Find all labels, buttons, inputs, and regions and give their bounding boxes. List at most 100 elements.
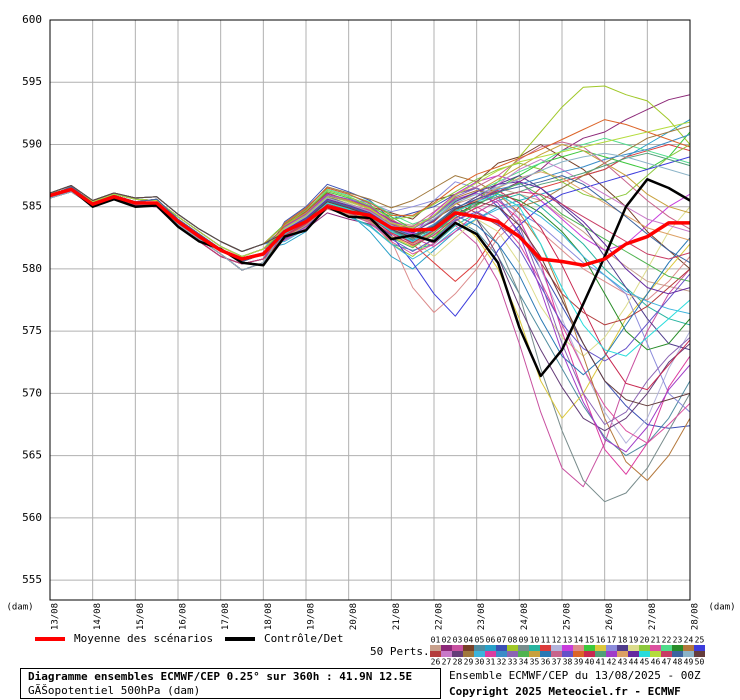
legend-swatch <box>441 645 452 651</box>
legend-label: Moyenne des scénarios <box>74 632 213 645</box>
legend-number: 08 <box>508 636 518 645</box>
legend-number: 14 <box>574 636 584 645</box>
chart-subtitle: GÃŠopotentiel 500hPa (dam) <box>28 684 200 697</box>
legend-number: 31 <box>486 658 496 667</box>
legend-swatch <box>573 651 584 657</box>
legend-swatch <box>606 651 617 657</box>
legend-number: 21 <box>651 636 661 645</box>
legend-swatch <box>694 651 705 657</box>
legend-swatch <box>661 651 672 657</box>
x-tick-label: 17/08 <box>221 603 231 630</box>
x-tick-label: 15/08 <box>136 603 146 630</box>
legend-number: 28 <box>453 658 463 667</box>
legend-number: 10 <box>530 636 540 645</box>
legend-swatch <box>650 651 661 657</box>
legend-swatch <box>694 645 705 651</box>
legend-number: 04 <box>464 636 474 645</box>
y-tick-label: 585 <box>22 200 42 213</box>
legend-number: 25 <box>695 636 705 645</box>
y-tick-label: 595 <box>22 75 42 88</box>
y-tick-label: 560 <box>22 511 42 524</box>
legend-swatch <box>463 651 474 657</box>
x-tick-label: 13/08 <box>51 603 61 630</box>
legend-swatch <box>496 651 507 657</box>
legend-number: 39 <box>574 658 584 667</box>
legend-number: 03 <box>453 636 463 645</box>
legend-swatch <box>507 651 518 657</box>
legend-swatch <box>595 645 606 651</box>
legend-swatch <box>672 645 683 651</box>
y-tick-label: 555 <box>22 573 42 586</box>
legend-swatch <box>584 645 595 651</box>
legend-number: 40 <box>585 658 595 667</box>
legend-number: 01 <box>431 636 441 645</box>
legend-swatch <box>518 645 529 651</box>
legend-swatch <box>617 651 628 657</box>
copyright: Copyright 2025 Meteociel.fr - ECMWF <box>449 685 681 698</box>
info-box <box>20 668 441 699</box>
legend-number: 15 <box>585 636 595 645</box>
legend-swatch <box>683 645 694 651</box>
legend-swatch <box>562 645 573 651</box>
legend-number: 06 <box>486 636 496 645</box>
x-tick-label: 20/08 <box>349 603 359 630</box>
legend-number: 24 <box>684 636 694 645</box>
y-tick-label: 575 <box>22 324 42 337</box>
legend-swatch <box>507 645 518 651</box>
legend-swatch <box>540 645 551 651</box>
legend-swatch <box>463 645 474 651</box>
legend-number: 02 <box>442 636 452 645</box>
legend-swatch <box>584 651 595 657</box>
legend-swatch <box>562 651 573 657</box>
legend-swatch <box>452 651 463 657</box>
x-tick-label: 22/08 <box>435 603 445 630</box>
x-tick-label: 23/08 <box>477 603 487 630</box>
x-tick-label: 27/08 <box>648 603 658 630</box>
legend-number: 16 <box>596 636 606 645</box>
x-tick-label: 18/08 <box>264 603 274 630</box>
y-tick-label: 590 <box>22 137 42 150</box>
y-tick-label: 570 <box>22 386 42 399</box>
y-tick-label: 600 <box>22 13 42 26</box>
perturbations-label: 50 Perts. <box>370 645 430 658</box>
chart-title: Diagramme ensembles ECMWF/CEP 0.25° sur … <box>28 670 412 683</box>
y-tick-label: 565 <box>22 449 42 462</box>
legend-number: 27 <box>442 658 452 667</box>
legend-swatch <box>683 651 694 657</box>
legend-number: 05 <box>475 636 485 645</box>
y-unit-left: (dam) <box>6 603 33 613</box>
legend-number: 48 <box>673 658 683 667</box>
legend-number: 32 <box>497 658 507 667</box>
legend-number: 09 <box>519 636 529 645</box>
run-info: Ensemble ECMWF/CEP du 13/08/2025 - 00Z <box>449 669 701 682</box>
legend-number: 50 <box>695 658 705 667</box>
legend-number: 44 <box>629 658 639 667</box>
legend-swatch <box>573 645 584 651</box>
legend-number: 22 <box>662 636 672 645</box>
legend-swatch <box>474 645 485 651</box>
series-group <box>50 85 690 503</box>
legend-number: 12 <box>552 636 562 645</box>
legend-swatch <box>639 645 650 651</box>
legend-number: 33 <box>508 658 518 667</box>
x-tick-label: 26/08 <box>605 603 615 630</box>
legend-swatch <box>441 651 452 657</box>
legend-swatch <box>529 651 540 657</box>
x-tick-label: 16/08 <box>179 603 189 630</box>
legend-swatch <box>496 645 507 651</box>
legend-swatch <box>639 651 650 657</box>
legend-number: 38 <box>563 658 573 667</box>
x-tick-label: 25/08 <box>563 603 573 630</box>
legend-number: 19 <box>629 636 639 645</box>
legend-number: 29 <box>464 658 474 667</box>
legend-swatch <box>518 651 529 657</box>
legend-number: 41 <box>596 658 606 667</box>
legend-number: 34 <box>519 658 529 667</box>
legend-number: 46 <box>651 658 661 667</box>
series-line <box>50 121 690 257</box>
y-unit-right: (dam) <box>708 603 735 613</box>
legend-swatch <box>430 645 441 651</box>
legend-swatch <box>540 651 551 657</box>
legend-swatch <box>595 651 606 657</box>
